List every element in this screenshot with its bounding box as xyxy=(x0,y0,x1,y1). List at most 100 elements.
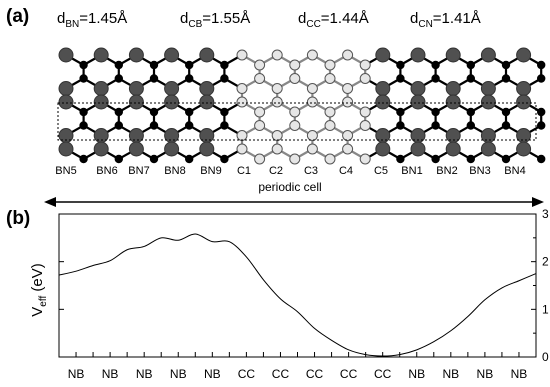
nitrogen-atom xyxy=(185,121,194,130)
atom-label-bn7: BN7 xyxy=(128,165,149,177)
atom-label-bn3: BN3 xyxy=(469,165,490,177)
x-category-label: CC xyxy=(374,367,392,381)
x-category-label: CC xyxy=(306,367,324,381)
nitrogen-atom xyxy=(466,74,475,83)
distance-cc: dCC=1.44Å xyxy=(298,10,369,30)
atom-label-bn8: BN8 xyxy=(164,165,185,177)
carbon-atom xyxy=(342,96,354,108)
boron-atom xyxy=(128,141,144,157)
nitrogen-atom xyxy=(501,74,511,83)
boron-atom xyxy=(58,81,74,96)
x-category-label: NB xyxy=(136,367,153,381)
nitrogen-atom xyxy=(431,74,440,83)
distance-cb: dCB=1.55Å xyxy=(180,10,250,30)
carbon-atom xyxy=(359,120,371,131)
panel-a-label: (a) xyxy=(6,6,29,27)
boron-atom xyxy=(199,47,215,63)
y-tick-label: 3 xyxy=(542,207,549,221)
x-category-label: NB xyxy=(204,367,221,381)
x-category-label: NB xyxy=(102,367,119,381)
atom-label-c4: C4 xyxy=(339,165,353,177)
y-tick-label: 2 xyxy=(542,255,549,269)
carbon-atom xyxy=(289,153,301,165)
boron-atom xyxy=(410,47,426,63)
boron-atom xyxy=(58,141,74,157)
carbon-atom xyxy=(271,83,283,94)
nitrogen-atom xyxy=(220,60,229,70)
nitrogen-atom xyxy=(396,107,405,117)
boron-atom xyxy=(516,141,532,157)
boron-atom xyxy=(93,94,109,110)
carbon-atom xyxy=(271,143,283,155)
carbon-atom xyxy=(342,49,354,61)
carbon-atom xyxy=(254,120,266,131)
nitrogen-atom xyxy=(114,60,124,70)
nitrogen-atom xyxy=(537,74,546,83)
boron-atom xyxy=(410,94,426,110)
boron-atom xyxy=(128,47,144,63)
nitrogen-atom xyxy=(220,121,229,130)
x-category-label: CC xyxy=(238,367,256,381)
carbon-atom xyxy=(236,83,248,94)
x-category-label: NB xyxy=(442,367,459,381)
atom-labels: BN5 BN6 BN7 BN8 BN9 C1 C2 C3 C4 C5 BN1 B… xyxy=(55,165,525,177)
carbon-atom xyxy=(289,73,301,84)
nitrogen-atom xyxy=(537,60,546,70)
carbon-atom xyxy=(306,130,318,141)
boron-atom xyxy=(445,81,461,96)
carbon-atom xyxy=(306,96,318,108)
carbon-atom xyxy=(271,96,283,108)
arrow-right-head xyxy=(532,197,544,207)
y-tick-label: 1 xyxy=(542,302,549,316)
nitrogen-atom xyxy=(501,60,511,70)
boron-atom xyxy=(480,141,496,157)
carbon-atom xyxy=(324,153,336,165)
panel-b-label: (b) xyxy=(6,208,30,229)
nitrogen-atom xyxy=(149,60,159,70)
distance-bn: dBN=1.45Å xyxy=(57,10,127,30)
nitrogen-atom xyxy=(396,154,405,164)
nitrogen-atom xyxy=(114,121,124,130)
nitrogen-atom xyxy=(79,121,88,130)
nitrogen-atom xyxy=(537,121,546,130)
nitrogen-atom xyxy=(185,154,194,164)
boron-atom xyxy=(93,47,109,63)
y-tick-label: 0 xyxy=(542,350,549,364)
nitrogen-atom xyxy=(501,107,511,117)
boron-atom xyxy=(410,81,426,96)
carbon-atom xyxy=(324,59,336,71)
periodic-cell-label: periodic cell xyxy=(258,180,321,194)
carbon-atom xyxy=(342,143,354,155)
nitrogen-atom xyxy=(149,154,159,164)
x-category-label: NB xyxy=(68,367,85,381)
boron-atom xyxy=(480,47,496,63)
boron-atom xyxy=(375,47,391,63)
nitrogen-atom xyxy=(501,154,511,164)
nitrogen-atom xyxy=(431,154,440,164)
boron-atom xyxy=(445,141,461,157)
nitrogen-atom xyxy=(149,107,159,117)
nitrogen-atom xyxy=(185,74,194,83)
atom-label-bn4: BN4 xyxy=(504,165,525,177)
atom-label-bn5: BN5 xyxy=(55,165,76,177)
nitrogen-atom xyxy=(79,154,88,164)
boron-atom xyxy=(164,81,180,96)
atomic-lattice xyxy=(58,47,546,165)
carbon-atom xyxy=(289,59,301,71)
nitrogen-atom xyxy=(79,60,88,70)
carbon-atom xyxy=(342,83,354,94)
boron-atom xyxy=(445,94,461,110)
plot-frame xyxy=(58,213,537,358)
y-ticks: 0 1 2 3 xyxy=(59,207,549,364)
x-category-label: NB xyxy=(408,367,425,381)
boron-atom xyxy=(128,94,144,110)
atom-label-bn1: BN1 xyxy=(401,165,422,177)
boron-atom xyxy=(480,81,496,96)
atom-label-c3: C3 xyxy=(304,165,318,177)
nitrogen-atom xyxy=(79,107,88,117)
boron-atom xyxy=(199,94,215,110)
nitrogen-atom xyxy=(537,154,546,164)
carbon-atom xyxy=(306,83,318,94)
nitrogen-atom xyxy=(537,107,546,117)
